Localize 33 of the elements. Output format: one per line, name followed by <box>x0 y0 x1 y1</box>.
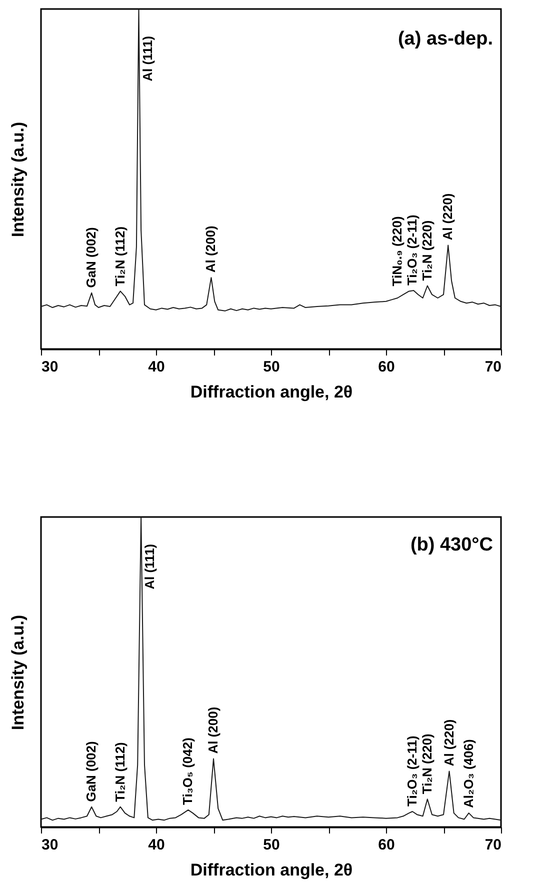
annotation: Al (111) <box>140 36 155 82</box>
annotation: Ti₂O₃ (2-11) <box>404 736 420 806</box>
x-tick-label: 30 <box>42 358 58 376</box>
annotation: Al (200) <box>203 226 218 273</box>
annotation: Al₂O₃ (406) <box>460 739 476 808</box>
annotation: Al (220) <box>441 719 456 766</box>
x-tick-label: 70 <box>484 358 502 376</box>
annotation: GaN (002) <box>84 741 99 802</box>
annotation: Al (200) <box>206 706 220 754</box>
annotation: Al (220) <box>440 193 456 240</box>
annotation: GaN (002) <box>84 227 99 288</box>
y-axis-title: Intensity (a.u.) <box>8 122 28 238</box>
annotation: Ti₃O₅ (042) <box>180 738 196 805</box>
text: (b) 430°C <box>410 534 494 556</box>
x-tick-label: 40 <box>148 836 165 854</box>
annotation: Ti₂N (112) <box>112 226 128 286</box>
x-axis-title: Diffraction angle, 2θ <box>190 860 353 880</box>
annotation: TiN₀.₉ (220) <box>389 216 404 286</box>
y-axis-title: Intensity (a.u.) <box>8 614 28 730</box>
x-tick-label: 50 <box>263 836 280 854</box>
text: (a) as-dep. <box>398 28 493 50</box>
annotation: Al (111) <box>142 544 158 590</box>
x-tick-label: 60 <box>378 836 395 854</box>
annotation: Ti₂O₃ (2-11) <box>404 214 420 286</box>
x-tick-label: 50 <box>263 358 280 376</box>
annotation: Ti₂N (220) <box>419 734 434 794</box>
x-tick-label: 40 <box>148 358 165 376</box>
x-tick-label: 60 <box>378 358 395 376</box>
x-tick-label: 30 <box>42 836 58 854</box>
annotation: Ti₂N (220) <box>419 220 434 281</box>
annotation: Ti₂N (112) <box>112 742 128 802</box>
x-axis-title: Diffraction angle, 2θ <box>190 382 353 402</box>
x-tick-label: 70 <box>484 836 502 854</box>
